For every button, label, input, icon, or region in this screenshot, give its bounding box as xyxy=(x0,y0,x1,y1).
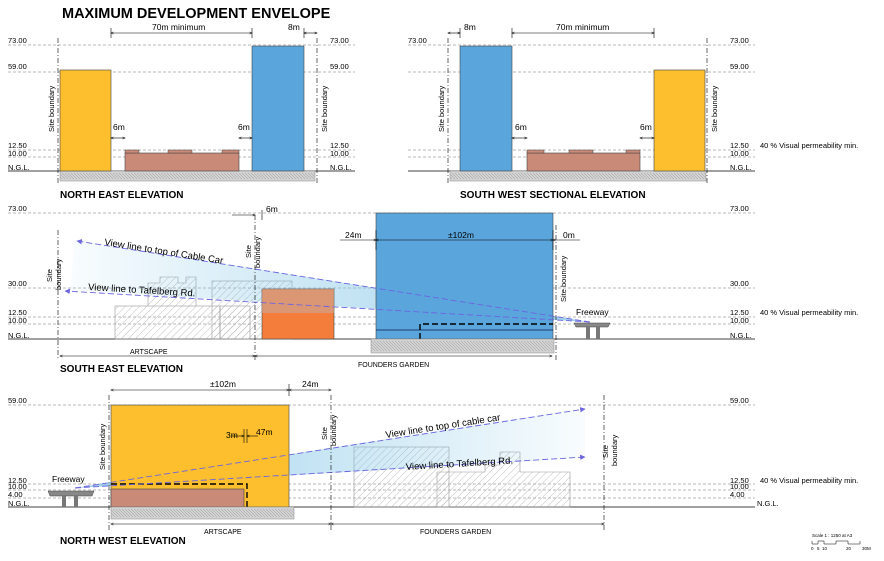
se-boundary-label-left: boundary xyxy=(54,258,63,290)
ne-level-1250: 12.50 xyxy=(8,141,27,150)
ne-level-59: 59.00 xyxy=(8,62,27,71)
se-level-1250: 12.50 xyxy=(8,308,27,317)
sw-6m-dim-left: 6m xyxy=(515,122,527,132)
se-level-73-right: 73.00 xyxy=(730,204,749,213)
nw-level-4-right: 4.00 xyxy=(730,490,745,499)
nw-level-10: 10.00 xyxy=(8,482,27,491)
sw-elevation-title: SOUTH WEST SECTIONAL ELEVATION xyxy=(460,190,646,201)
se-artscape-label: ARTSCAPE xyxy=(130,349,168,356)
sw-ngl-right: N.G.L. xyxy=(730,163,752,172)
se-visual-permeability: 40 % Visual permeability min. xyxy=(760,308,858,317)
se-level-1250-right: 12.50 xyxy=(730,308,749,317)
sw-visual-permeability: 40 % Visual permeability min. xyxy=(760,141,858,150)
sw-site-boundary-right: Site boundary xyxy=(710,85,719,132)
ne-level-73-right: 73.00 xyxy=(330,36,349,45)
sw-level-1250-right: 12.50 xyxy=(730,141,749,150)
se-0m-dim: 0m xyxy=(563,230,575,240)
ne-level-10-right: 10.00 xyxy=(330,149,349,158)
nw-24m-dim: 24m xyxy=(302,379,319,389)
se-level-10: 10.00 xyxy=(8,316,27,325)
nw-level-10-right: 10.00 xyxy=(730,482,749,491)
sw-level-73: 73.00 xyxy=(408,36,427,45)
ne-6m-dim-left: 6m xyxy=(113,122,125,132)
ne-site-boundary-left: Site boundary xyxy=(47,85,56,132)
se-level-30-right: 30.00 xyxy=(730,279,749,288)
nw-ngl: N.G.L. xyxy=(8,499,30,508)
se-elevation-title: SOUTH EAST ELEVATION xyxy=(60,364,183,375)
se-level-10-right: 10.00 xyxy=(730,316,749,325)
se-24m-dim: 24m xyxy=(345,230,362,240)
scale-tick-0: 0 xyxy=(811,546,814,551)
scale-tick-5: 5 xyxy=(817,546,820,551)
nw-site-label-right: Site xyxy=(601,445,610,458)
ne-ngl: N.G.L. xyxy=(8,163,30,172)
sw-6m-dim-right: 6m xyxy=(640,122,652,132)
se-founders-garden-label: FOUNDERS GARDEN xyxy=(358,362,429,369)
se-ngl-right: N.G.L. xyxy=(730,331,752,340)
se-site-label-mid: Site xyxy=(244,245,253,258)
ne-ngl-right: N.G.L. xyxy=(330,163,352,172)
sw-70m-dim: 70m minimum xyxy=(556,22,609,32)
se-ngl: N.G.L. xyxy=(8,331,30,340)
nw-3m-dim: 3m xyxy=(226,430,238,440)
se-6m-dim: 6m xyxy=(266,204,278,214)
sw-8m-dim: 8m xyxy=(464,22,476,32)
nw-visual-permeability: 40 % Visual permeability min. xyxy=(760,476,858,485)
nw-freeway-label: Freeway xyxy=(52,474,85,484)
scale-tick-30: 30M xyxy=(862,546,871,551)
ne-level-10: 10.00 xyxy=(8,149,27,158)
ne-level-73: 73.00 xyxy=(8,36,27,45)
ne-70m-dim: 70m minimum xyxy=(152,22,205,32)
scale-text: Scale 1 : 1250 at A3 xyxy=(812,533,853,538)
ne-level-59-right: 59.00 xyxy=(330,62,349,71)
north-east-elevation: 70m minimum 8m 6m 6m 73.00 59.00 12.50 1… xyxy=(8,22,355,201)
nw-elevation-title: NORTH WEST ELEVATION xyxy=(60,536,186,547)
nw-level-1250: 12.50 xyxy=(8,476,27,485)
north-west-elevation: View line to top of cable car View line … xyxy=(8,379,858,547)
nw-level-1250-right: 12.50 xyxy=(730,476,749,485)
se-boundary-label-mid: boundary xyxy=(253,236,262,268)
se-level-30: 30.00 xyxy=(8,279,27,288)
ne-site-boundary-right: Site boundary xyxy=(320,85,329,132)
nw-founders-garden-label: FOUNDERS GARDEN xyxy=(420,529,491,536)
scale-tick-20: 20 xyxy=(846,546,852,551)
se-102m-dim: ±102m xyxy=(448,230,474,240)
scale-tick-10: 10 xyxy=(822,546,828,551)
se-site-label-left: Site xyxy=(45,269,54,282)
sw-level-59-right: 59.00 xyxy=(730,62,749,71)
nw-artscape-label: ARTSCAPE xyxy=(204,529,242,536)
nw-boundary-label-mid: boundary xyxy=(329,414,338,446)
nw-102m-dim: ±102m xyxy=(210,379,236,389)
sw-level-73-right: 73.00 xyxy=(730,36,749,45)
nw-level-4: 4.00 xyxy=(8,490,23,499)
scale-bar: Scale 1 : 1250 at A3 0 5 10 20 30M xyxy=(811,533,871,551)
sw-site-boundary-left: Site boundary xyxy=(437,85,446,132)
south-west-elevation: 70m minimum 8m 6m 6m 73.00 73.00 59.00 1… xyxy=(408,22,858,201)
drawing-title: MAXIMUM DEVELOPMENT ENVELOPE xyxy=(62,6,331,22)
nw-site-boundary-left: Site boundary xyxy=(98,423,107,470)
se-site-boundary-right: Site boundary xyxy=(559,255,568,302)
nw-site-label-mid: Site xyxy=(320,427,329,440)
ne-6m-dim-right: 6m xyxy=(238,122,250,132)
nw-47m-dim: 47m xyxy=(256,427,273,437)
nw-level-59: 59.00 xyxy=(8,396,27,405)
ne-level-1250-right: 12.50 xyxy=(330,141,349,150)
nw-ngl-right: N.G.L. xyxy=(757,499,779,508)
ne-8m-dim: 8m xyxy=(288,22,300,32)
nw-level-59-right: 59.00 xyxy=(730,396,749,405)
ne-elevation-title: NORTH EAST ELEVATION xyxy=(60,190,184,201)
se-freeway-label: Freeway xyxy=(576,307,609,317)
nw-boundary-label-right: boundary xyxy=(610,434,619,466)
south-east-elevation: View line to top of Cable Car View line … xyxy=(8,204,858,375)
sw-level-10-right: 10.00 xyxy=(730,149,749,158)
se-level-73: 73.00 xyxy=(8,204,27,213)
